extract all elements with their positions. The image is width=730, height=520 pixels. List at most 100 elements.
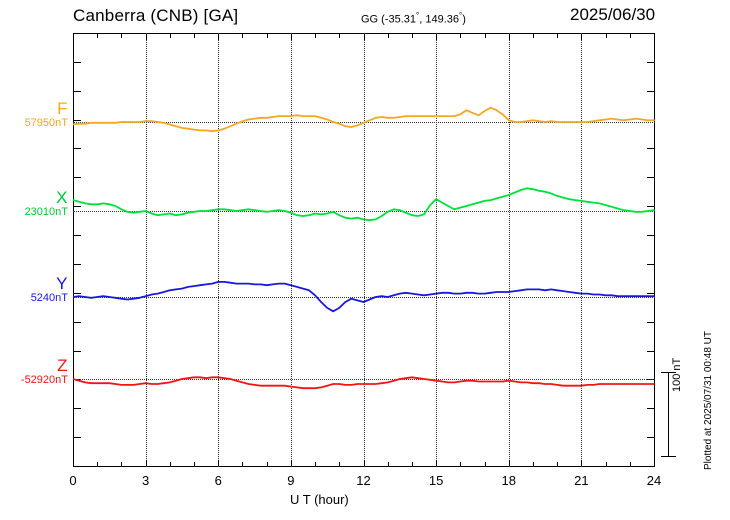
x-tick-12: [364, 460, 365, 466]
coordinates-text-3: ): [462, 13, 466, 26]
x-tick-top-1: [97, 34, 98, 38]
x-tick-4: [170, 462, 171, 466]
x-tick-23: [630, 462, 631, 466]
x-tick-top-6: [218, 34, 219, 40]
y-tick: [647, 206, 654, 207]
x-tick-top-15: [436, 34, 437, 40]
component-baseline-f: 57950nT: [24, 116, 68, 129]
x-tick-3: [146, 460, 147, 466]
y-tick: [74, 120, 81, 121]
component-label-x: X 23010nT: [0, 189, 68, 218]
y-tick: [647, 264, 654, 265]
y-tick: [647, 148, 654, 149]
plot-area: [73, 33, 655, 467]
trace-x: [73, 187, 655, 222]
trace-z: [73, 376, 655, 390]
component-symbol-f: F: [57, 99, 68, 118]
x-tick-top-8: [267, 34, 268, 38]
x-tick-top-17: [485, 34, 486, 38]
x-tick-21: [581, 460, 582, 466]
x-tick-top-12: [364, 34, 365, 40]
x-tick-22: [606, 462, 607, 466]
x-tick-2: [121, 462, 122, 466]
trace-y: [73, 280, 655, 313]
x-tick-9: [291, 460, 292, 466]
x-tick-8: [267, 462, 268, 466]
component-symbol-y: Y: [56, 274, 68, 293]
trace-f: [73, 106, 655, 133]
x-tick-top-3: [146, 34, 147, 40]
x-tick-11: [339, 462, 340, 466]
component-label-y: Y 5240nT: [0, 275, 68, 304]
scale-bar-label: 100 nT: [671, 357, 683, 392]
x-tick-top-18: [509, 34, 510, 40]
x-tick-label-21: 21: [574, 473, 589, 488]
y-tick: [647, 62, 654, 63]
x-tick-15: [436, 460, 437, 466]
y-tick: [647, 351, 654, 352]
x-tick-top-10: [315, 34, 316, 38]
x-tick-top-9: [291, 34, 292, 40]
gridline-3h: [146, 33, 147, 467]
y-tick: [74, 322, 81, 323]
x-tick-18: [509, 460, 510, 466]
y-tick: [74, 437, 81, 438]
scale-bar-cap-bottom: [661, 456, 676, 457]
coordinates-text: GG (-35.31: [361, 13, 417, 26]
x-tick-top-11: [339, 34, 340, 38]
scale-bar-cap-top: [661, 372, 676, 373]
axis-left: [73, 33, 74, 467]
x-tick-19: [533, 462, 534, 466]
x-tick-top-7: [242, 34, 243, 38]
plotted-at-timestamp: Plotted at 2025/07/31 00:48 UT: [703, 331, 714, 470]
x-tick-6: [218, 460, 219, 466]
x-tick-label-24: 24: [646, 473, 662, 488]
y-tick: [647, 33, 654, 34]
y-tick: [74, 33, 81, 34]
x-tick-0: [73, 460, 74, 466]
x-tick-top-22: [606, 34, 607, 38]
observation-date: 2025/06/30: [570, 5, 656, 24]
component-baseline-y: 5240nT: [30, 291, 68, 304]
station-coordinates: GG (-35.31°, 149.36°): [361, 11, 466, 26]
y-tick: [74, 293, 81, 294]
y-tick: [647, 437, 654, 438]
y-tick: [74, 148, 81, 149]
x-tick-label-12: 12: [356, 473, 371, 488]
x-tick-top-13: [388, 34, 389, 38]
y-tick: [647, 293, 654, 294]
gridline-15h: [436, 33, 437, 467]
x-tick-top-24: [654, 34, 655, 40]
y-tick: [74, 206, 81, 207]
x-tick-label-18: 18: [501, 473, 516, 488]
y-tick: [74, 351, 81, 352]
baseline-y: [73, 297, 655, 298]
x-tick-label-9: 9: [287, 473, 295, 488]
x-tick-1: [97, 462, 98, 466]
component-label-z: Z -52920nT: [0, 357, 68, 386]
gridline-9h: [291, 33, 292, 467]
baseline-z: [73, 379, 655, 380]
x-tick-top-19: [533, 34, 534, 38]
scale-bar-line: [668, 372, 669, 456]
trace-lines: [73, 106, 655, 390]
x-tick-20: [557, 462, 558, 466]
x-tick-top-14: [412, 34, 413, 38]
x-tick-top-4: [170, 34, 171, 38]
gridline-18h: [509, 33, 510, 467]
degree-symbol-lat: °: [416, 11, 420, 20]
x-axis-title: U T (hour): [290, 492, 349, 507]
component-baseline-z: -52920nT: [20, 373, 68, 386]
x-tick-top-23: [630, 34, 631, 38]
x-tick-top-2: [121, 34, 122, 38]
y-tick: [647, 91, 654, 92]
y-tick: [74, 235, 81, 236]
x-tick-10: [315, 462, 316, 466]
page-title: Canberra (CNB) [GA]: [73, 6, 239, 25]
degree-symbol-lon: °: [459, 11, 463, 20]
x-tick-label-0: 0: [69, 473, 77, 488]
x-tick-top-0: [73, 34, 74, 40]
x-tick-7: [242, 462, 243, 466]
y-tick: [74, 91, 81, 92]
